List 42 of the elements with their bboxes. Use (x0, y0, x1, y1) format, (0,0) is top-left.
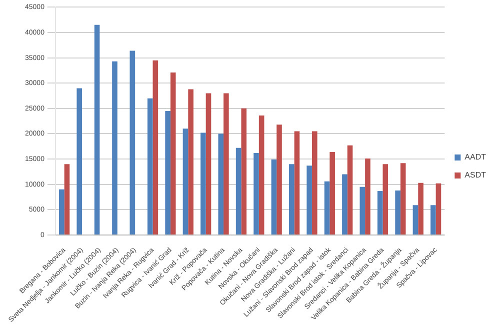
bar (271, 160, 277, 234)
bar (330, 152, 335, 234)
bar (418, 182, 424, 234)
bar (130, 50, 136, 234)
bar (258, 116, 264, 234)
bar (170, 72, 176, 234)
bar (360, 186, 366, 234)
bar (294, 131, 300, 234)
bar (94, 24, 100, 234)
bar (76, 88, 82, 234)
bar (188, 89, 194, 234)
bar (382, 164, 388, 234)
bar (306, 166, 312, 234)
bar (347, 145, 353, 234)
bar (147, 98, 153, 234)
bar (412, 205, 418, 234)
bar (342, 174, 348, 234)
bar (377, 190, 383, 234)
legend-label: AADT (464, 152, 486, 162)
bar (276, 124, 282, 234)
bar (312, 131, 318, 234)
bar (395, 190, 400, 234)
bar (182, 128, 188, 234)
legend-label: ASDT (464, 170, 486, 180)
bar (324, 181, 330, 234)
bar (206, 93, 212, 234)
bar (288, 164, 294, 234)
bar (112, 61, 118, 234)
bar (218, 134, 224, 234)
bar (59, 189, 64, 234)
bar (152, 60, 158, 234)
bar (436, 183, 442, 234)
bar (430, 205, 436, 234)
bar (224, 93, 229, 234)
bar (241, 108, 247, 234)
bar (165, 110, 170, 234)
bar (400, 163, 406, 234)
bar (365, 158, 370, 234)
bar (200, 132, 206, 234)
bar (254, 152, 259, 234)
bar (236, 148, 242, 234)
bar (64, 164, 70, 234)
